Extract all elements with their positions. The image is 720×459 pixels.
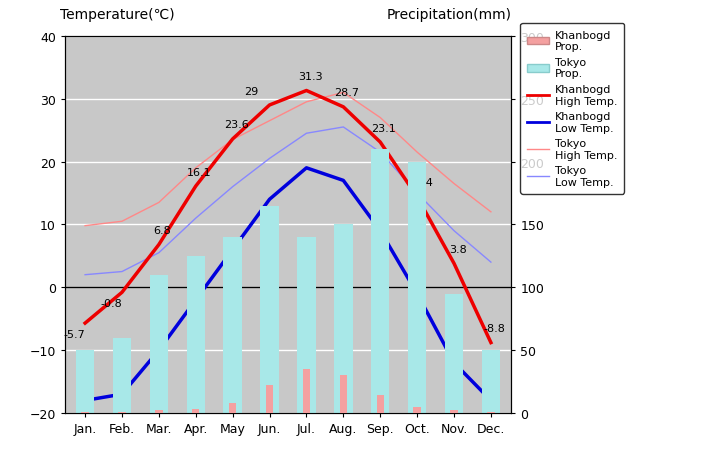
- Tokyo
High Temp.: [117, 219, 126, 224]
- Text: -0.8: -0.8: [100, 298, 122, 308]
- Tokyo
High Temp.: [450, 181, 459, 187]
- Bar: [266, 386, 274, 413]
- Tokyo
Low Temp.: [228, 185, 237, 190]
- Khanbogd
Low Temp.: [117, 392, 126, 397]
- Khanbogd
High Temp.: [192, 184, 200, 190]
- Bar: [261, 206, 279, 413]
- Khanbogd
High Temp.: [155, 242, 163, 248]
- Khanbogd
Low Temp.: [228, 247, 237, 253]
- Khanbogd
High Temp.: [228, 137, 237, 142]
- Khanbogd
High Temp.: [413, 195, 421, 200]
- Bar: [186, 256, 205, 413]
- Khanbogd
Low Temp.: [302, 166, 311, 171]
- Tokyo
High Temp.: [228, 137, 237, 143]
- Legend: Khanbogd
Prop., Tokyo
Prop., Khanbogd
High Temp., Khanbogd
Low Temp., Tokyo
High: Khanbogd Prop., Tokyo Prop., Khanbogd Hi…: [521, 24, 624, 194]
- Bar: [118, 412, 126, 413]
- Khanbogd
Low Temp.: [81, 398, 89, 403]
- Text: 28.7: 28.7: [335, 88, 359, 98]
- Bar: [302, 369, 310, 413]
- Khanbogd
Low Temp.: [450, 360, 459, 366]
- Khanbogd
Low Temp.: [487, 398, 495, 403]
- Tokyo
High Temp.: [81, 224, 89, 229]
- Bar: [340, 375, 347, 413]
- Text: Precipitation(mm): Precipitation(mm): [386, 8, 511, 22]
- Tokyo
High Temp.: [487, 210, 495, 215]
- Khanbogd
High Temp.: [302, 89, 311, 94]
- Khanbogd
High Temp.: [339, 105, 348, 110]
- Tokyo
Low Temp.: [155, 250, 163, 256]
- Text: 23.6: 23.6: [224, 120, 248, 130]
- Tokyo
High Temp.: [265, 118, 274, 124]
- Bar: [223, 237, 242, 413]
- Tokyo
Low Temp.: [413, 191, 421, 196]
- Bar: [371, 150, 390, 413]
- Tokyo
High Temp.: [339, 90, 348, 96]
- Tokyo
High Temp.: [155, 200, 163, 206]
- Tokyo
Low Temp.: [339, 125, 348, 130]
- Bar: [450, 411, 458, 413]
- Bar: [377, 396, 384, 413]
- Tokyo
Low Temp.: [376, 150, 384, 156]
- Khanbogd
Low Temp.: [339, 178, 348, 184]
- Bar: [192, 409, 199, 413]
- Line: Khanbogd
Low Temp.: Khanbogd Low Temp.: [85, 168, 491, 401]
- Khanbogd
Low Temp.: [265, 197, 274, 202]
- Bar: [482, 350, 500, 413]
- Text: 14.4: 14.4: [408, 178, 433, 188]
- Text: -8.8: -8.8: [484, 324, 505, 333]
- Text: 6.8: 6.8: [153, 225, 171, 235]
- Tokyo
Low Temp.: [302, 131, 311, 137]
- Text: 29: 29: [244, 86, 258, 96]
- Text: 31.3: 31.3: [298, 72, 323, 82]
- Bar: [81, 412, 89, 413]
- Bar: [229, 403, 236, 413]
- Tokyo
High Temp.: [302, 100, 311, 105]
- Tokyo
High Temp.: [413, 150, 421, 156]
- Bar: [113, 338, 131, 413]
- Text: 23.1: 23.1: [372, 123, 396, 133]
- Bar: [150, 275, 168, 413]
- Line: Tokyo
Low Temp.: Tokyo Low Temp.: [85, 128, 491, 275]
- Bar: [487, 412, 495, 413]
- Bar: [334, 225, 353, 413]
- Bar: [445, 294, 463, 413]
- Tokyo
Low Temp.: [117, 269, 126, 274]
- Khanbogd
High Temp.: [265, 103, 274, 108]
- Bar: [156, 411, 163, 413]
- Text: 16.1: 16.1: [187, 167, 212, 177]
- Khanbogd
High Temp.: [117, 290, 126, 296]
- Text: 3.8: 3.8: [449, 244, 467, 254]
- Tokyo
High Temp.: [192, 166, 200, 171]
- Khanbogd
High Temp.: [81, 321, 89, 326]
- Khanbogd
Low Temp.: [413, 291, 421, 297]
- Khanbogd
Low Temp.: [192, 297, 200, 303]
- Khanbogd
High Temp.: [487, 340, 495, 346]
- Line: Khanbogd
High Temp.: Khanbogd High Temp.: [85, 91, 491, 343]
- Khanbogd
High Temp.: [450, 261, 459, 267]
- Tokyo
Low Temp.: [265, 156, 274, 162]
- Bar: [413, 407, 420, 413]
- Tokyo
Low Temp.: [192, 216, 200, 221]
- Bar: [408, 162, 426, 413]
- Khanbogd
High Temp.: [376, 140, 384, 146]
- Tokyo
Low Temp.: [450, 229, 459, 234]
- Tokyo
High Temp.: [376, 116, 384, 121]
- Tokyo
Low Temp.: [487, 260, 495, 265]
- Line: Tokyo
High Temp.: Tokyo High Temp.: [85, 93, 491, 226]
- Khanbogd
Low Temp.: [155, 347, 163, 353]
- Text: Temperature(℃): Temperature(℃): [60, 8, 175, 22]
- Text: -5.7: -5.7: [63, 329, 85, 339]
- Bar: [297, 237, 315, 413]
- Bar: [76, 350, 94, 413]
- Khanbogd
Low Temp.: [376, 229, 384, 234]
- Tokyo
Low Temp.: [81, 272, 89, 278]
